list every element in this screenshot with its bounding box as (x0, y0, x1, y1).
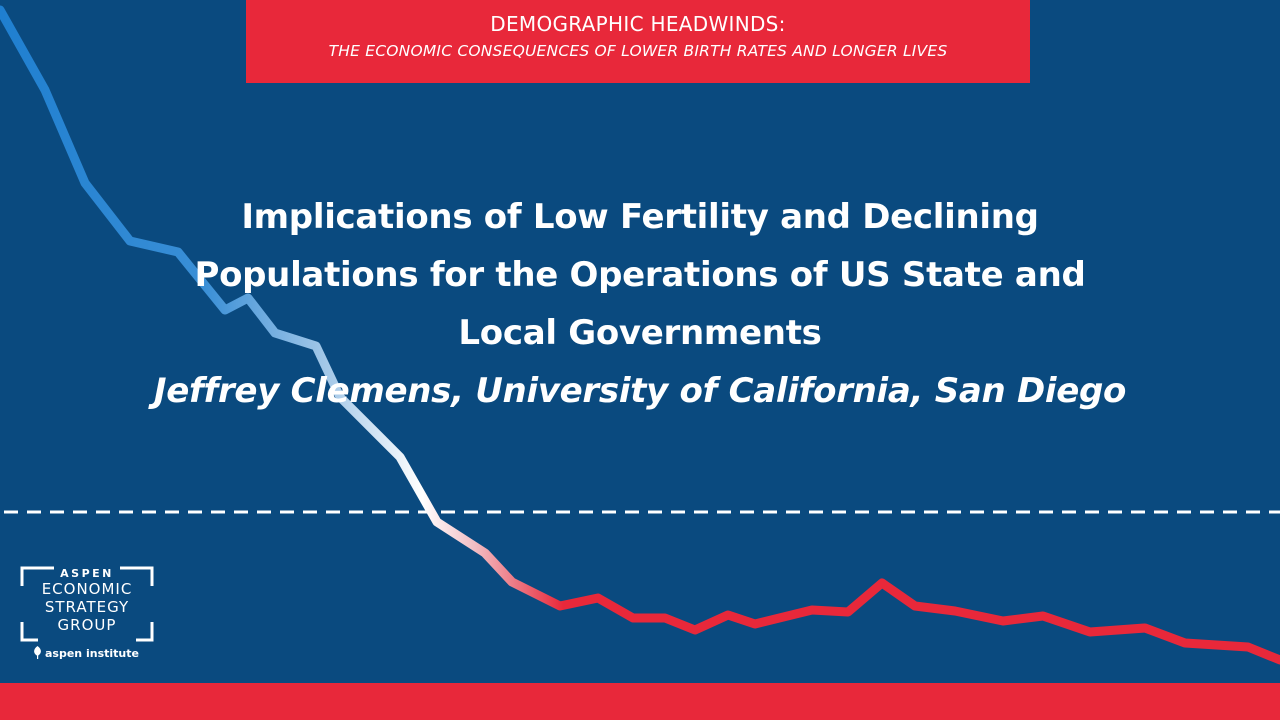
aspen-economic-strategy-group-logo: ASPEN ECONOMIC STRATEGY GROUP aspen inst… (20, 566, 154, 666)
talk-title-line-3: Local Governments (458, 313, 822, 353)
talk-info: Implications of Low Fertility and Declin… (0, 188, 1280, 420)
aspen-institute-mark: aspen institute (32, 646, 152, 661)
declining-trend-polyline (0, 5, 1280, 665)
logo-line-economic: ECONOMIC (41, 580, 133, 598)
logo-aspen-word: ASPEN (60, 567, 114, 580)
author-line: Jeffrey Clemens, University of Californi… (153, 371, 1127, 411)
event-banner: DEMOGRAPHIC HEADWINDS: THE ECONOMIC CONS… (246, 0, 1030, 83)
aspen-leaf-icon (34, 646, 41, 659)
talk-title-line-1: Implications of Low Fertility and Declin… (241, 197, 1039, 237)
banner-title: DEMOGRAPHIC HEADWINDS: (490, 12, 786, 36)
logo-line-strategy: STRATEGY (44, 598, 130, 616)
logo-group-name: ECONOMIC STRATEGY GROUP (20, 580, 154, 634)
aspen-institute-label: aspen institute (45, 647, 139, 660)
logo-frame (20, 566, 154, 642)
bottom-accent-bar (0, 683, 1280, 720)
logo-line-group: GROUP (57, 616, 117, 634)
talk-title-line-2: Populations for the Operations of US Sta… (194, 255, 1086, 295)
banner-subtitle: THE ECONOMIC CONSEQUENCES OF LOWER BIRTH… (328, 42, 948, 60)
